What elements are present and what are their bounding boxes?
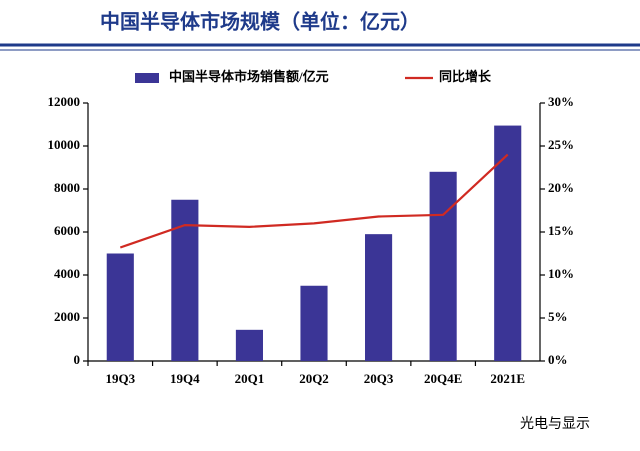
- y2-tick-label: 20%: [548, 180, 574, 195]
- bar: [171, 199, 199, 361]
- y2-tick-label: 0%: [548, 352, 568, 367]
- y-tick-label: 2000: [54, 309, 80, 324]
- y-tick-label: 6000: [54, 223, 80, 238]
- bar: [235, 329, 263, 361]
- line: [119, 153, 509, 249]
- x-tick-label: 19Q4: [170, 371, 200, 386]
- bar: [300, 285, 328, 361]
- legend-label: 中国半导体市场销售额/亿元: [169, 69, 329, 84]
- x-tick-label: 20Q2: [299, 371, 329, 386]
- y-tick-label: 4000: [54, 266, 80, 281]
- x-tick-label: 20Q1: [235, 371, 265, 386]
- watermark: 光电与显示: [520, 416, 590, 432]
- y2-tick-label: 15%: [548, 223, 574, 238]
- bar: [106, 253, 134, 361]
- y2-tick-label: 10%: [548, 266, 574, 281]
- y-tick-label: 0: [74, 352, 81, 367]
- y2-tick-label: 25%: [548, 137, 574, 152]
- x-tick-label: 20Q4E: [424, 371, 462, 386]
- chart-title: 中国半导体市场规模（单位：亿元）: [100, 10, 420, 34]
- y-tick-label: 10000: [48, 137, 81, 152]
- legend-swatch: [135, 73, 159, 83]
- y-tick-label: 8000: [54, 180, 80, 195]
- bar: [494, 125, 522, 361]
- bar: [429, 171, 457, 361]
- x-tick-label: 20Q3: [364, 371, 394, 386]
- x-tick-label: 19Q3: [105, 371, 135, 386]
- y2-tick-label: 30%: [548, 94, 574, 109]
- bar: [365, 234, 393, 361]
- x-tick-label: 2021E: [490, 371, 525, 386]
- y-tick-label: 12000: [48, 94, 81, 109]
- y2-tick-label: 5%: [548, 309, 568, 324]
- legend-label: 同比增长: [439, 69, 492, 84]
